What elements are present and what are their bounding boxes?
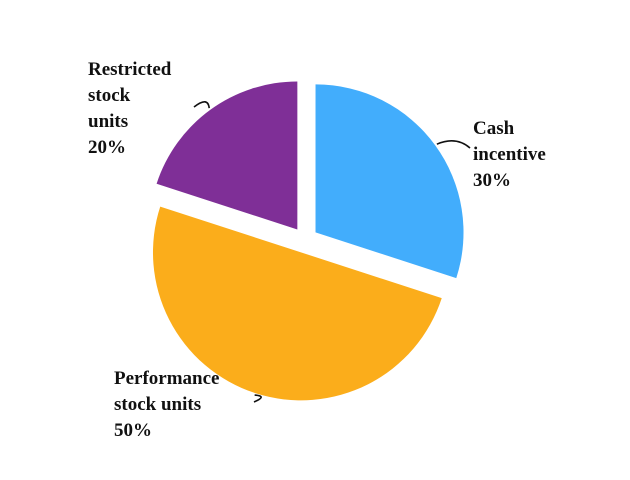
pie-slice-cash-incentive <box>315 84 464 279</box>
slice-label-line: Performance <box>114 368 220 389</box>
slice-label-cash-incentive: Cash incentive 30% <box>473 116 546 194</box>
leader-line <box>436 140 471 149</box>
slice-label-value: 50% <box>114 420 152 441</box>
slice-label-value: 20% <box>88 137 126 158</box>
slice-label-value: 30% <box>473 170 511 191</box>
slices-layer <box>152 81 464 401</box>
pie-slice-performance-stock-units <box>152 206 442 401</box>
slice-label-performance-stock-units: Performance stock units 50% <box>114 366 220 444</box>
slice-label-line: Cash <box>473 118 515 139</box>
pie-slice-restricted-stock-units <box>156 81 298 230</box>
leader-line <box>193 100 210 109</box>
slice-label-line: stock <box>88 85 131 106</box>
leader-lines-layer <box>193 100 471 403</box>
slice-label-line: stock units <box>114 394 202 415</box>
slice-label-line: incentive <box>473 144 546 165</box>
slice-label-line: Restricted <box>88 59 172 80</box>
leader-line <box>253 394 262 403</box>
slice-label-restricted-stock-units: Restricted stock units 20% <box>88 57 171 161</box>
slice-label-line: units <box>88 111 129 132</box>
